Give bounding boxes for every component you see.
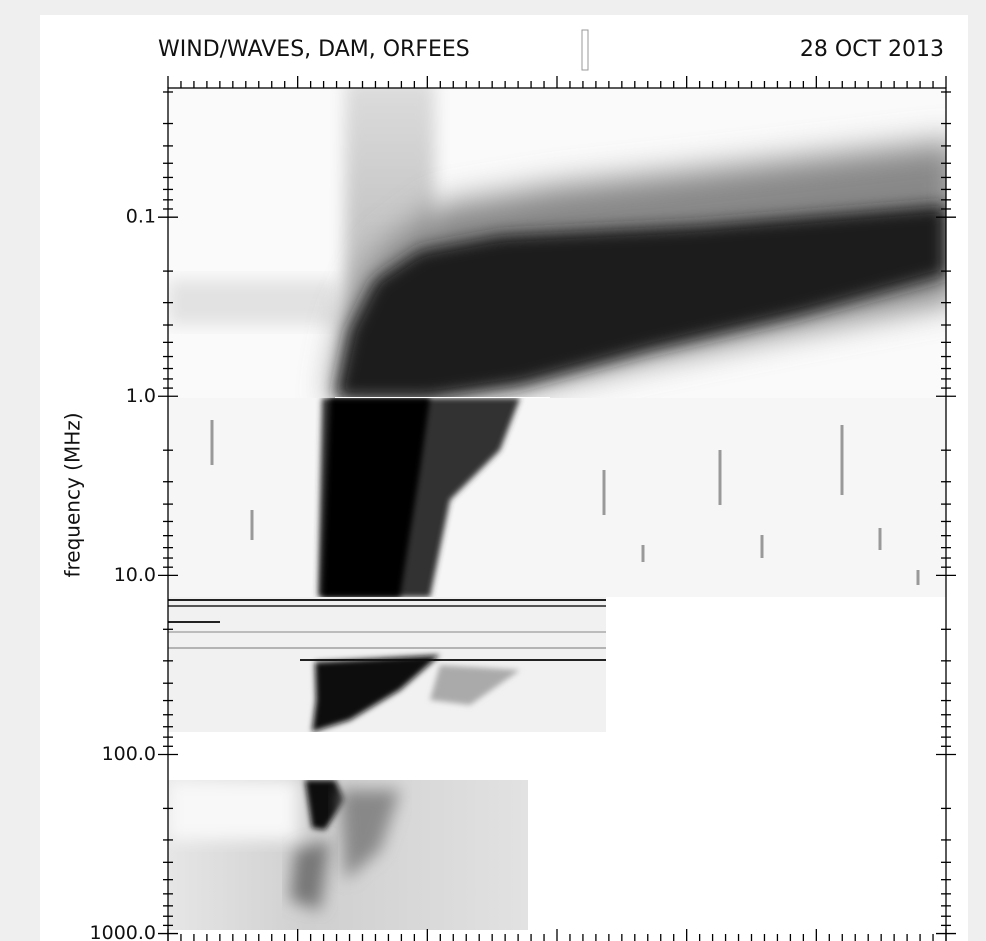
y-tick-label: 0.1 (126, 206, 156, 228)
spectrogram-orfees (168, 780, 528, 930)
y-tick-label: 1000.0 (90, 922, 156, 941)
text-cursor (581, 29, 589, 71)
spectrogram-dam (168, 597, 606, 732)
y-axis-label: frequency (MHz) (61, 412, 85, 577)
y-tick-label: 100.0 (102, 743, 156, 765)
spectrogram-wind (168, 88, 946, 398)
chart-date: 28 OCT 2013 (800, 37, 944, 62)
y-tick-label: 1.0 (126, 385, 156, 407)
y-tick-label: 10.0 (114, 564, 156, 586)
spectrogram-rad (168, 398, 946, 597)
chart-title: WIND/WAVES, DAM, ORFEES (158, 37, 470, 62)
